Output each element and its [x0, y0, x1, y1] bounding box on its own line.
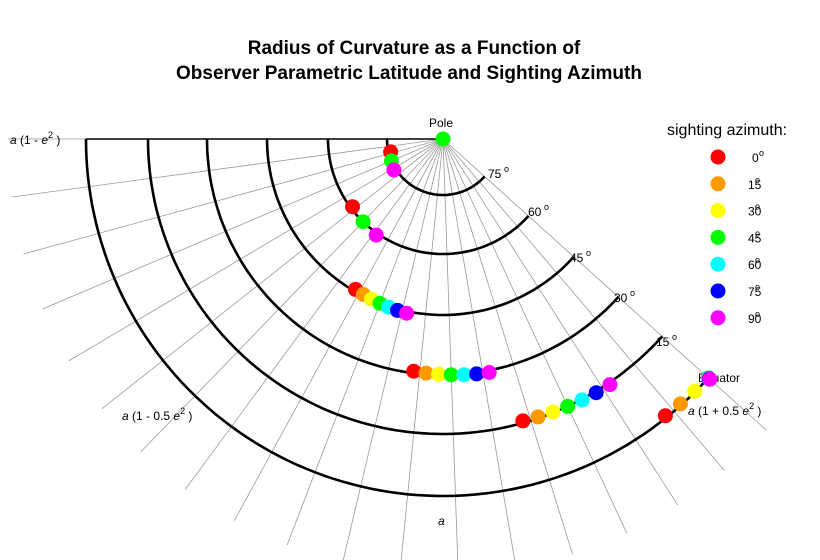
- data-point: [672, 396, 688, 412]
- legend-swatch: [710, 256, 726, 272]
- data-point: [588, 385, 604, 401]
- radial-tick-label: a (1 - e2 ): [10, 130, 60, 147]
- latitude-tick-label: 45: [570, 251, 584, 265]
- latitude-tick-label: 30: [614, 291, 628, 305]
- legend-swatch: [710, 176, 726, 192]
- grid-spoke: [68, 138, 444, 362]
- data-point: [399, 305, 415, 321]
- chart-title-line-2: Observer Parametric Latitude and Sightin…: [176, 63, 642, 84]
- pole-label: Pole: [429, 116, 453, 130]
- grid-spoke: [342, 138, 444, 560]
- data-point: [355, 214, 371, 230]
- degree-mark: o: [630, 288, 635, 298]
- data-point: [406, 363, 422, 379]
- latitude-arc: [84, 138, 710, 498]
- legend-label: 0: [752, 151, 759, 165]
- data-point: [456, 367, 472, 383]
- legend-degree-mark: o: [755, 282, 760, 292]
- latitude-tick-label: 75: [488, 167, 502, 181]
- latitude-tick-label: 60: [528, 205, 542, 219]
- legend-label: 45: [748, 231, 762, 245]
- data-point: [545, 404, 561, 420]
- data-point: [515, 413, 531, 429]
- grid-spoke: [233, 138, 444, 521]
- legend-degree-mark: o: [755, 309, 760, 319]
- legend-label: 60: [748, 258, 762, 272]
- grid-spoke: [11, 138, 444, 198]
- grid-spoke: [286, 138, 444, 546]
- legend-degree-mark: o: [755, 228, 760, 238]
- data-point: [431, 366, 447, 382]
- latitude-arc: [326, 139, 530, 256]
- data-point: [345, 199, 360, 215]
- legend-swatch: [710, 149, 726, 165]
- legend-swatch: [710, 229, 726, 245]
- data-point: [469, 366, 485, 382]
- legend-label: 90: [748, 312, 762, 326]
- grid-spoke: [42, 138, 444, 310]
- chart-points: [345, 131, 718, 429]
- data-point: [560, 398, 576, 414]
- grid-spoke: [442, 138, 725, 471]
- legend-degree-mark: o: [755, 255, 760, 265]
- legend-title: sighting azimuth:: [667, 122, 787, 139]
- data-point: [602, 377, 618, 393]
- data-point: [443, 367, 459, 383]
- legend-degree-mark: o: [755, 202, 760, 212]
- legend-label: 75: [748, 285, 762, 299]
- legend-degree-mark: o: [755, 175, 760, 185]
- grid-spoke: [140, 138, 444, 453]
- legend-label: 30: [748, 205, 762, 219]
- radial-tick-label: a (1 + 0.5 e2 ): [688, 401, 761, 418]
- legend-label: 15: [748, 178, 762, 192]
- data-point: [657, 408, 673, 424]
- legend-degree-mark: o: [759, 148, 764, 158]
- degree-mark: o: [586, 248, 591, 258]
- data-point: [481, 365, 497, 380]
- radial-tick-label: a: [438, 514, 445, 528]
- legend-swatch: [710, 283, 726, 299]
- latitude-arc: [205, 138, 620, 377]
- degree-mark: o: [504, 164, 509, 174]
- data-point: [418, 365, 434, 381]
- chart-grid: [8, 138, 767, 560]
- data-point: [574, 392, 590, 408]
- grid-spoke: [442, 138, 679, 506]
- chart-title-line-1: Radius of Curvature as a Function of: [248, 38, 581, 59]
- grid-spoke: [23, 138, 444, 255]
- grid-spoke: [400, 138, 444, 560]
- data-point: [386, 162, 402, 178]
- grid-spoke: [184, 138, 444, 490]
- data-point: [702, 371, 718, 387]
- data-point: [368, 227, 384, 243]
- data-point: [530, 409, 546, 425]
- data-point: [435, 131, 451, 147]
- latitude-arc: [265, 138, 575, 317]
- grid-spoke: [442, 138, 573, 555]
- degree-mark: o: [672, 332, 677, 342]
- degree-mark: o: [544, 202, 549, 212]
- legend-swatch: [710, 203, 726, 219]
- latitude-arc: [385, 139, 486, 197]
- latitude-tick-label: 15: [656, 335, 670, 349]
- radial-tick-label: a (1 - 0.5 e2 ): [122, 406, 192, 423]
- latitude-arc: [146, 138, 664, 436]
- legend-swatch: [710, 310, 726, 326]
- grid-spoke: [442, 138, 459, 560]
- grid-spoke: [442, 138, 628, 534]
- data-point: [687, 383, 703, 399]
- grid-spoke: [442, 138, 516, 560]
- grid-spoke: [101, 138, 444, 410]
